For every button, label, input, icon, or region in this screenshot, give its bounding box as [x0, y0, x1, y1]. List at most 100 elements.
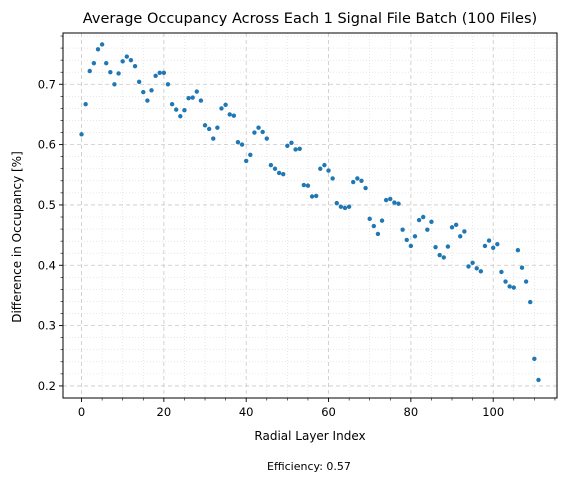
data-point	[149, 88, 154, 93]
data-point	[342, 205, 348, 211]
minor-grid	[63, 33, 557, 398]
data-point	[211, 136, 216, 141]
data-point	[515, 247, 521, 253]
data-point	[91, 60, 97, 66]
data-point	[309, 194, 315, 199]
data-point	[511, 285, 516, 290]
data-point	[157, 70, 162, 76]
x-tick-label: 80	[404, 405, 419, 419]
plot-frame	[62, 32, 558, 399]
data-point	[346, 204, 352, 209]
data-point	[83, 101, 88, 107]
data-point	[120, 59, 125, 64]
data-point	[462, 229, 467, 234]
x-tick-label: 60	[321, 405, 336, 419]
data-point	[141, 89, 146, 95]
data-point	[404, 237, 409, 243]
data-point	[375, 231, 381, 237]
data-point	[449, 225, 455, 230]
data-point	[268, 162, 274, 168]
data-point	[264, 136, 269, 141]
data-point	[363, 185, 368, 191]
data-point	[408, 243, 414, 249]
data-point	[136, 79, 142, 85]
data-point	[486, 238, 492, 243]
data-point	[474, 266, 479, 271]
data-point	[396, 201, 401, 206]
data-point	[490, 245, 496, 250]
data-point	[198, 98, 204, 103]
tick-labels: 0 20 40 60 80 100 0.2 0.3 0.4 0.5 0.6 0.7	[38, 77, 504, 419]
data-point	[425, 227, 430, 232]
data-point	[174, 107, 179, 112]
data-point	[153, 73, 158, 79]
data-point	[305, 183, 311, 188]
x-tick-label: 100	[482, 405, 504, 419]
data-point	[392, 200, 397, 205]
data-point	[235, 139, 241, 145]
data-point	[124, 54, 130, 59]
data-point	[519, 265, 525, 270]
x-tick-label: 20	[157, 405, 172, 419]
data-point	[108, 70, 113, 75]
data-point	[318, 166, 323, 171]
data-point	[223, 102, 228, 107]
data-point	[441, 255, 446, 260]
data-point	[186, 95, 191, 101]
data-point	[326, 168, 331, 173]
data-point	[95, 47, 101, 52]
data-point	[536, 377, 541, 383]
data-point	[528, 299, 533, 305]
data-point	[470, 260, 475, 266]
data-point	[523, 279, 529, 284]
data-point	[248, 152, 253, 158]
data-point	[99, 42, 105, 47]
data-point	[503, 279, 508, 284]
data-point	[478, 269, 484, 274]
y-tick-label: 0.4	[38, 258, 56, 272]
data-point	[466, 264, 471, 269]
data-point	[215, 125, 220, 130]
data-point	[243, 158, 249, 164]
data-point	[400, 227, 405, 232]
y-tick-label: 0.3	[38, 319, 56, 333]
data-point	[412, 234, 418, 239]
data-point	[190, 95, 195, 100]
data-point	[289, 140, 294, 146]
data-point	[178, 114, 183, 119]
data-point	[301, 182, 307, 188]
data-point	[165, 82, 171, 87]
data-point	[116, 71, 121, 76]
data-point	[256, 125, 261, 130]
data-point	[281, 171, 286, 177]
x-axis-label: Radial Layer Index	[254, 429, 365, 443]
data-point	[260, 129, 265, 135]
data-point	[421, 214, 426, 220]
data-point	[338, 204, 344, 209]
data-point	[371, 223, 377, 229]
data-point	[330, 176, 335, 181]
data-point	[532, 356, 537, 361]
data-point	[482, 243, 488, 249]
x-tick-label: 0	[78, 405, 85, 419]
data-point	[495, 241, 500, 247]
data-point	[355, 176, 360, 181]
data-point	[297, 146, 302, 152]
data-point	[359, 178, 364, 184]
data-point	[379, 218, 385, 223]
data-point	[182, 108, 187, 113]
efficiency-annotation: Efficiency: 0.57	[267, 460, 351, 473]
data-point	[293, 147, 298, 152]
data-point	[272, 166, 278, 171]
data-point	[145, 98, 150, 103]
y-tick-label: 0.6	[38, 138, 56, 152]
y-axis-label: Difference in Occupancy [%]	[10, 151, 24, 323]
data-point	[458, 234, 463, 239]
data-point	[437, 252, 442, 258]
data-point	[285, 143, 290, 149]
data-point	[429, 219, 434, 225]
data-point	[367, 216, 372, 222]
data-point	[161, 70, 167, 76]
y-tick-label: 0.2	[38, 379, 56, 393]
data-point	[334, 200, 339, 206]
